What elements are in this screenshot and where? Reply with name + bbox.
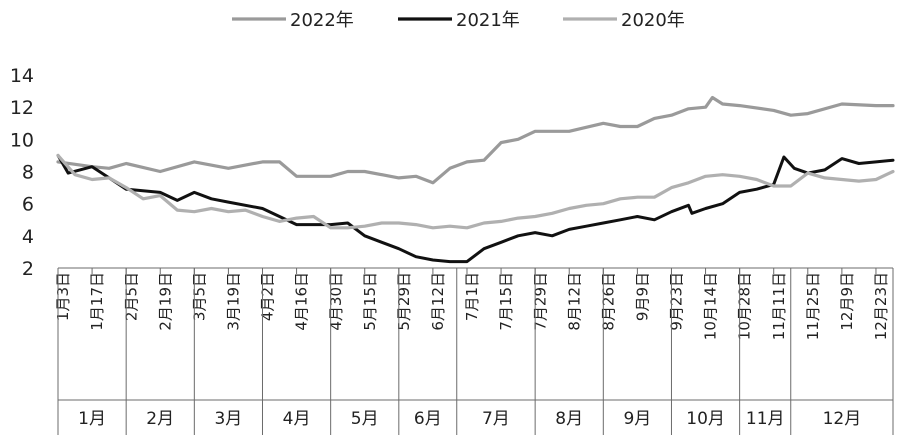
x-axis: 1月3日 1月17日 2月5日 2月19日 3月5日 3月19日 4月2日 4月16日 4月30…: [54, 267, 894, 435]
x-tick-label: 3月5日: [190, 272, 208, 321]
month-label: 6月: [414, 409, 442, 429]
x-tick-label: 8月26日: [599, 272, 617, 331]
month-label: 1月: [78, 409, 106, 429]
y-tick-label: 12: [10, 97, 34, 119]
x-tick-label: 7月15日: [497, 272, 515, 331]
x-tick-label: 7月1日: [463, 272, 481, 321]
month-label: 10月: [686, 409, 725, 429]
y-tick-label: 4: [22, 226, 34, 248]
month-label: 7月: [482, 409, 510, 429]
x-tick-label: 9月23日: [668, 272, 686, 331]
month-label: 9月: [623, 409, 651, 429]
x-tick-label: 10月14日: [702, 272, 720, 340]
x-tick-label: 3月19日: [225, 272, 243, 331]
month-label: 2月: [146, 409, 174, 429]
y-tick-label: 8: [22, 162, 34, 184]
x-tick-label: 1月17日: [88, 272, 106, 331]
legend-label: 2021年: [456, 10, 520, 31]
x-tick-label: 10月28日: [736, 272, 754, 340]
y-tick-label: 6: [22, 194, 34, 216]
x-tick-label: 12月9日: [838, 272, 856, 331]
legend: 2022年 2021年 2020年: [232, 10, 685, 31]
x-tick-label: 4月2日: [259, 272, 277, 321]
month-label: 4月: [283, 409, 311, 429]
y-tick-label: 2: [22, 258, 34, 280]
x-tick-label: 1月3日: [54, 272, 72, 321]
month-label: 8月: [555, 409, 583, 429]
x-tick-label: 12月23日: [872, 272, 890, 340]
x-tick-label: 11月25日: [804, 272, 822, 340]
month-label: 12月: [823, 409, 862, 429]
x-tick-label: 5月15日: [361, 272, 379, 331]
x-tick-label: 9月9日: [634, 272, 652, 321]
month-label: 3月: [214, 409, 242, 429]
series-line-3: [56, 153, 895, 230]
x-tick-label: 4月16日: [293, 272, 311, 331]
legend-label: 2022年: [290, 10, 354, 31]
x-tick-label: 5月29日: [395, 272, 413, 331]
y-axis: 2 4 6 8 10 12 14: [10, 65, 34, 280]
series-line-1: [56, 95, 895, 185]
series-lines: [56, 95, 895, 264]
legend-label: 2020年: [621, 10, 685, 31]
x-tick-label: 7月29日: [531, 272, 549, 331]
month-label: 11月: [746, 409, 785, 429]
y-tick-label: 10: [10, 129, 34, 151]
x-tick-label: 2月19日: [156, 272, 174, 331]
x-tick-label: 6月12日: [429, 272, 447, 331]
x-tick-label: 11月11日: [770, 272, 788, 340]
y-tick-label: 14: [10, 65, 34, 87]
x-tick-label: 2月5日: [122, 272, 140, 321]
month-label: 5月: [351, 409, 379, 429]
series-line-2: [56, 153, 895, 264]
x-tick-label: 4月30日: [327, 272, 345, 331]
x-tick-label: 8月12日: [565, 272, 583, 331]
